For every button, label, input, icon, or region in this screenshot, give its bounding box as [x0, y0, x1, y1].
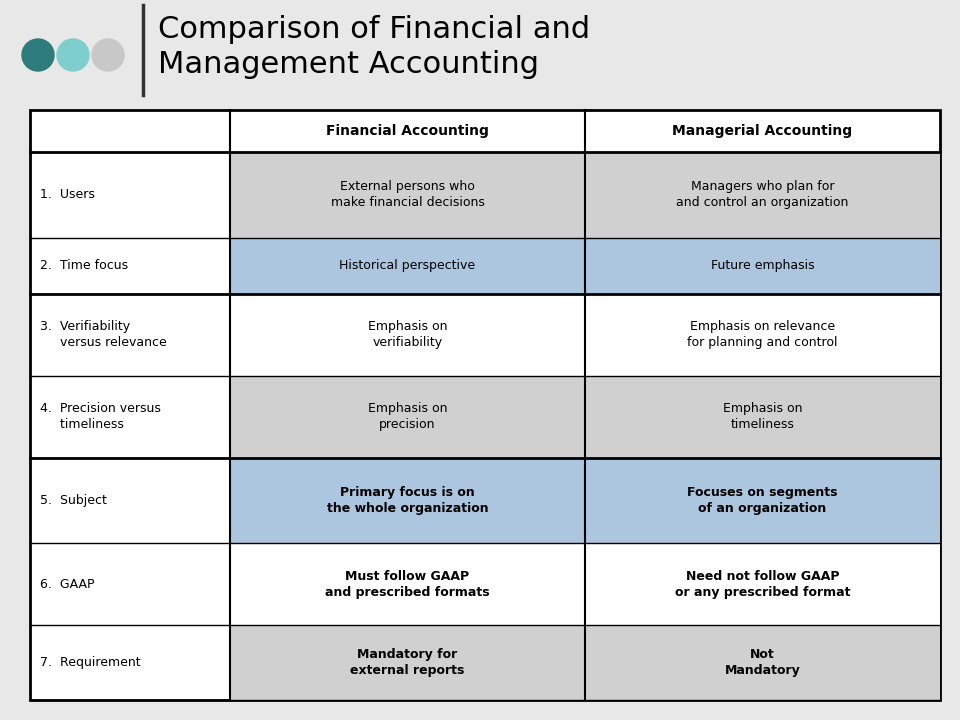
Bar [230, 294, 585, 376]
Text: Emphasis on relevance
for planning and control: Emphasis on relevance for planning and c… [687, 320, 838, 349]
Text: Managerial Accounting: Managerial Accounting [672, 124, 852, 138]
Text: Primary focus is on
the whole organization: Primary focus is on the whole organizati… [326, 486, 489, 515]
Text: Emphasis on
verifiability: Emphasis on verifiability [368, 320, 447, 349]
Text: 1.  Users: 1. Users [40, 189, 95, 202]
Text: 2.  Time focus: 2. Time focus [40, 259, 128, 272]
Text: Future emphasis: Future emphasis [710, 259, 814, 272]
Text: Mandatory for
external reports: Mandatory for external reports [350, 648, 465, 678]
Bar [230, 238, 585, 294]
Bar [585, 294, 940, 376]
Bar [585, 238, 940, 294]
Bar [230, 458, 585, 544]
Bar [585, 376, 940, 458]
Text: Emphasis on
precision: Emphasis on precision [368, 402, 447, 431]
Circle shape [92, 39, 124, 71]
Text: Need not follow GAAP
or any prescribed format: Need not follow GAAP or any prescribed f… [675, 570, 851, 599]
Bar [230, 626, 585, 700]
Text: 5.  Subject: 5. Subject [40, 494, 107, 507]
Text: Not
Mandatory: Not Mandatory [725, 648, 801, 678]
Bar [230, 376, 585, 458]
Text: 3.  Verifiability
     versus relevance: 3. Verifiability versus relevance [40, 320, 167, 349]
Bar [585, 626, 940, 700]
Bar [585, 152, 940, 238]
Text: Financial Accounting: Financial Accounting [326, 124, 489, 138]
Circle shape [22, 39, 54, 71]
Bar [585, 458, 940, 544]
Text: 4.  Precision versus
     timeliness: 4. Precision versus timeliness [40, 402, 161, 431]
Text: Focuses on segments
of an organization: Focuses on segments of an organization [687, 486, 838, 515]
Text: 7.  Requirement: 7. Requirement [40, 656, 140, 669]
Text: Comparison of Financial and
Management Accounting: Comparison of Financial and Management A… [158, 15, 590, 79]
Bar [230, 152, 585, 238]
Bar [30, 110, 940, 700]
Text: Managers who plan for
and control an organization: Managers who plan for and control an org… [676, 181, 849, 210]
Text: Historical perspective: Historical perspective [340, 259, 475, 272]
Text: External persons who
make financial decisions: External persons who make financial deci… [330, 181, 485, 210]
Text: Must follow GAAP
and prescribed formats: Must follow GAAP and prescribed formats [325, 570, 490, 599]
Bar [230, 544, 585, 626]
Bar [585, 544, 940, 626]
Circle shape [57, 39, 89, 71]
Text: Emphasis on
timeliness: Emphasis on timeliness [723, 402, 803, 431]
Text: 6.  GAAP: 6. GAAP [40, 578, 94, 591]
